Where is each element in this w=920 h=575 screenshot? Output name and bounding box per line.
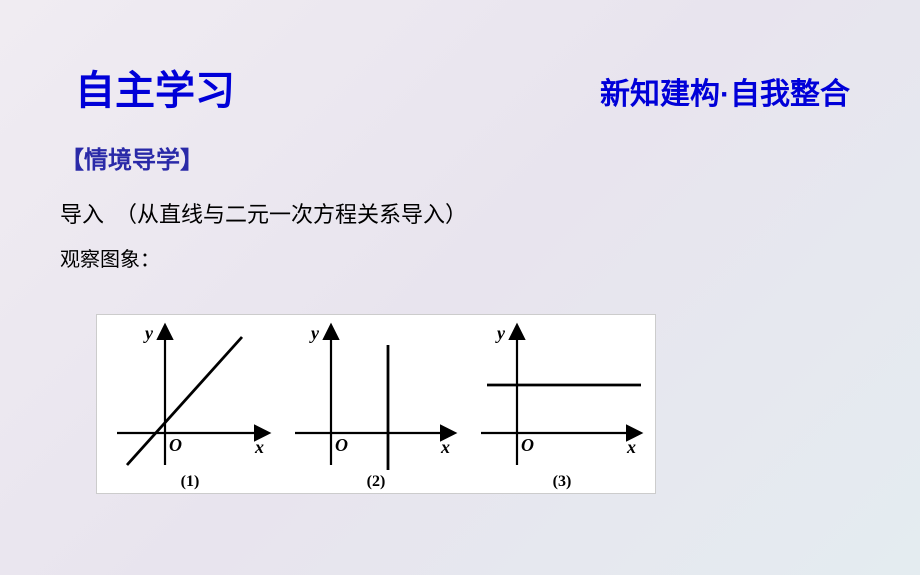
figure-label-2: (2) [367, 473, 386, 491]
figure-row: y x O (1) y x O (2) [96, 314, 656, 494]
title-left: 自主学习 [75, 58, 235, 116]
intro-text: 导入 （从直线与二元一次方程关系导入） [60, 197, 920, 229]
observe-text: 观察图象： [60, 243, 920, 272]
y-label-3: y [495, 323, 506, 343]
x-label-1: x [254, 437, 264, 457]
plot-3: y x O [469, 315, 655, 475]
origin-1: O [169, 435, 182, 455]
figure-1: y x O (1) [97, 315, 283, 495]
plot-1: y x O [97, 315, 283, 475]
y-label-2: y [309, 323, 320, 343]
figure-label-3: (3) [553, 473, 572, 491]
title-right: 新知建构·自我整合 [600, 69, 850, 113]
x-label-3: x [626, 437, 636, 457]
plot-2: y x O [283, 315, 469, 475]
origin-3: O [521, 435, 534, 455]
origin-2: O [335, 435, 348, 455]
subtitle: 【情境导学】 [60, 140, 920, 175]
figure-label-1: (1) [181, 473, 200, 491]
figure-3: y x O (3) [469, 315, 655, 495]
header: 自主学习 新知建构·自我整合 [0, 0, 920, 116]
y-label-1: y [143, 323, 154, 343]
figure-2: y x O (2) [283, 315, 469, 495]
x-label-2: x [440, 437, 450, 457]
